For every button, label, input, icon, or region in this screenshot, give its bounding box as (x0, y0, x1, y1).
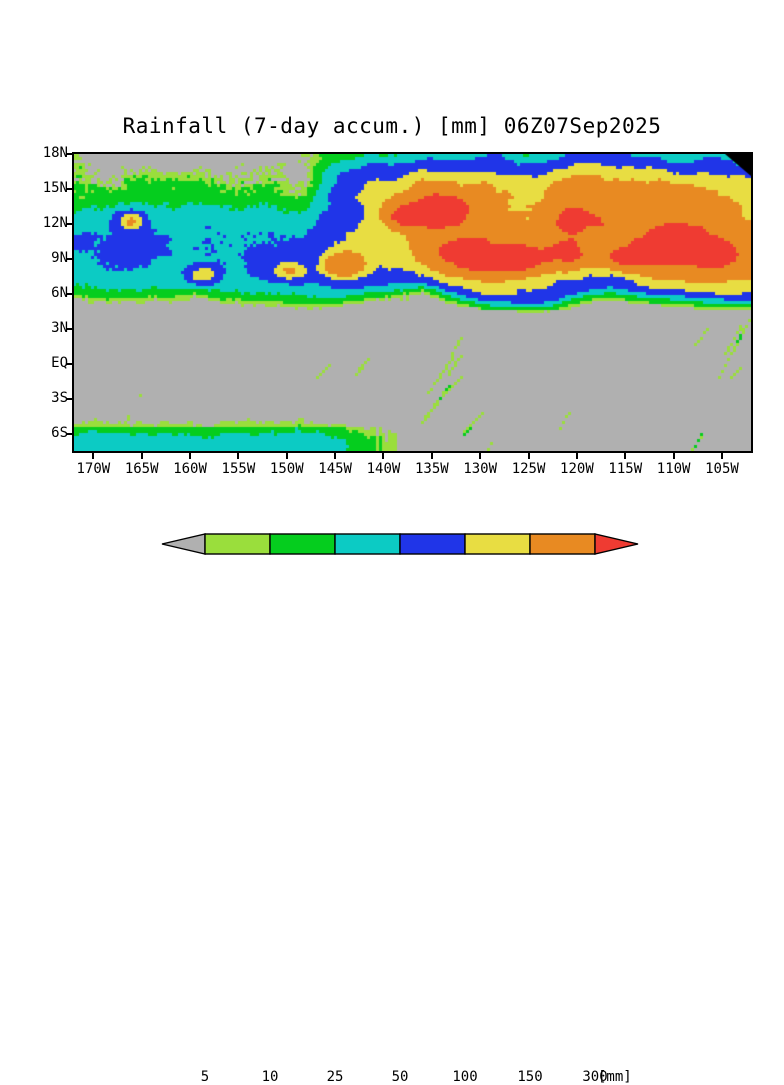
x-axis-label: 170W (76, 461, 111, 477)
y-axis-tick (66, 222, 72, 225)
y-axis-label: 12N (42, 214, 68, 231)
y-axis-tick (66, 362, 72, 365)
x-axis-label: 160W (173, 461, 207, 477)
rainfall-figure: Rainfall (7-day accum.) [mm] 06Z07Sep202… (0, 114, 784, 1085)
y-axis-tick (66, 397, 72, 400)
colorbar-tick-label: 150 (517, 1069, 543, 1085)
colorbar-band (269, 533, 336, 555)
x-axis-tick (140, 453, 143, 459)
y-axis-label: 3S (51, 389, 68, 406)
colorbar-tick-label: 50 (391, 1069, 409, 1085)
colorbar-swatches (161, 533, 639, 555)
y-axis-label: 15N (42, 179, 68, 196)
colorbar-band (529, 533, 596, 555)
x-axis-label: 140W (366, 461, 401, 477)
x-axis-label: 110W (656, 461, 691, 477)
y-axis-tick (66, 187, 72, 190)
x-axis-tick (720, 453, 723, 459)
x-axis-tick (479, 453, 482, 459)
colorbar-band (334, 533, 401, 555)
x-axis-label: 155W (221, 461, 256, 477)
map-plot-area (72, 152, 753, 453)
colorbar-band (464, 533, 531, 555)
y-axis-label: 6N (51, 284, 68, 301)
x-axis-label: 135W (414, 461, 449, 477)
x-axis-tick (575, 453, 578, 459)
colorbar-tick-label: 25 (326, 1069, 344, 1085)
x-axis-tick (334, 453, 337, 459)
colorbar-tick-label: 10 (261, 1069, 279, 1085)
x-axis-label: 165W (124, 461, 159, 477)
x-axis-tick (382, 453, 385, 459)
x-axis-tick (92, 453, 95, 459)
y-axis-tick (66, 292, 72, 295)
y-axis-tick (66, 153, 72, 155)
colorbar-band-over (594, 533, 639, 555)
x-axis-label: 130W (463, 461, 498, 477)
colorbar-band-under (161, 533, 206, 555)
y-axis-tick (66, 327, 72, 330)
x-axis-label: 115W (608, 461, 643, 477)
y-axis-tick (66, 257, 72, 260)
x-axis-label: 145W (318, 461, 352, 477)
rainfall-raster (74, 154, 751, 451)
x-axis-tick (624, 453, 627, 459)
colorbar-band (399, 533, 466, 555)
x-axis-label: 125W (511, 461, 546, 477)
chart-title: Rainfall (7-day accum.) [mm] 06Z07Sep202… (122, 114, 662, 138)
colorbar-tick-label: 5 (200, 1069, 210, 1085)
colorbar: [mm] 5 10 25 50 100 150 300 (0, 520, 784, 1085)
x-axis-tick (237, 453, 240, 459)
x-axis-tick (285, 453, 288, 459)
y-axis-label: 3N (51, 319, 68, 336)
x-axis-tick (672, 453, 675, 459)
x-axis-tick (189, 453, 192, 459)
x-axis-label: 105W (705, 461, 739, 477)
x-axis-tick (527, 453, 530, 459)
colorbar-tick-label: 300 (582, 1069, 608, 1085)
y-axis-label: 18N (42, 145, 68, 161)
x-axis-label: 150W (269, 461, 304, 477)
y-axis-tick (66, 432, 72, 435)
colorbar-tick-label: 100 (452, 1069, 478, 1085)
y-axis-label: 9N (51, 249, 68, 266)
x-axis-label: 120W (560, 461, 594, 477)
colorbar-band (204, 533, 271, 555)
y-axis-label: EQ (51, 354, 68, 371)
y-axis-label: 6S (51, 424, 68, 441)
x-axis-tick (430, 453, 433, 459)
